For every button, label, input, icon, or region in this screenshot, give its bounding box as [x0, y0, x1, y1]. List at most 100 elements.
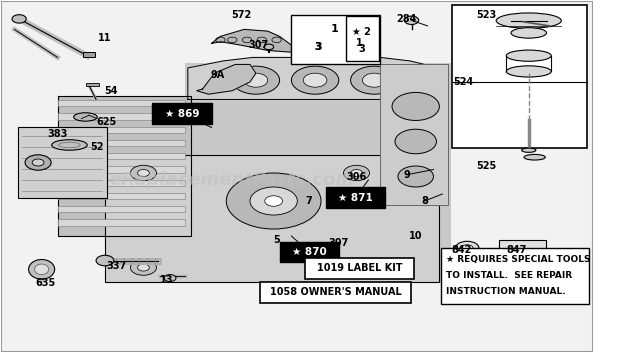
- Text: 337: 337: [107, 261, 127, 271]
- Ellipse shape: [35, 264, 49, 275]
- Bar: [346, 16, 379, 61]
- Circle shape: [343, 165, 370, 181]
- Text: 847: 847: [506, 245, 526, 255]
- Text: ★ 2: ★ 2: [352, 27, 371, 37]
- Text: 306: 306: [347, 172, 366, 181]
- Circle shape: [392, 92, 440, 120]
- Ellipse shape: [496, 13, 561, 28]
- Bar: [498, 240, 546, 258]
- Ellipse shape: [507, 50, 551, 61]
- Text: INSTRUCTION MANUAL.: INSTRUCTION MANUAL.: [446, 287, 566, 296]
- Circle shape: [244, 73, 268, 87]
- Ellipse shape: [507, 66, 551, 77]
- Circle shape: [25, 155, 51, 170]
- Text: 284: 284: [397, 14, 417, 24]
- Circle shape: [12, 15, 26, 23]
- Text: 54: 54: [104, 86, 118, 96]
- Text: 1058 OWNER'S MANUAL: 1058 OWNER'S MANUAL: [270, 287, 402, 297]
- Text: 307: 307: [329, 238, 349, 248]
- Text: TO INSTALL.  SEE REPAIR: TO INSTALL. SEE REPAIR: [446, 271, 573, 280]
- Bar: [105, 155, 440, 282]
- Text: 9: 9: [404, 170, 410, 180]
- Bar: [18, 127, 107, 198]
- Text: 523: 523: [477, 10, 497, 20]
- Circle shape: [226, 173, 321, 229]
- Bar: [441, 248, 588, 304]
- Bar: [58, 193, 185, 199]
- Text: 7: 7: [306, 196, 312, 206]
- Text: 8: 8: [421, 196, 428, 206]
- Bar: [58, 166, 185, 173]
- Text: 52: 52: [91, 142, 104, 152]
- Bar: [291, 16, 380, 65]
- Circle shape: [250, 187, 298, 215]
- Text: 3: 3: [315, 42, 321, 52]
- Text: 11: 11: [98, 33, 112, 43]
- Text: 625: 625: [97, 117, 117, 127]
- Bar: [280, 242, 339, 262]
- Circle shape: [164, 275, 176, 282]
- Circle shape: [138, 264, 149, 271]
- Circle shape: [291, 66, 339, 94]
- Circle shape: [350, 264, 363, 271]
- Ellipse shape: [51, 140, 87, 150]
- Circle shape: [404, 16, 418, 24]
- Text: 842: 842: [452, 245, 472, 255]
- Circle shape: [96, 255, 114, 266]
- Text: 572: 572: [231, 10, 251, 20]
- Circle shape: [130, 260, 156, 275]
- Circle shape: [395, 129, 436, 154]
- Polygon shape: [211, 29, 291, 52]
- Circle shape: [461, 245, 473, 252]
- Text: eReplacementParts.com: eReplacementParts.com: [110, 171, 355, 189]
- Circle shape: [398, 166, 433, 187]
- Circle shape: [343, 260, 370, 275]
- Bar: [58, 153, 185, 159]
- Circle shape: [265, 196, 283, 206]
- Bar: [305, 258, 414, 279]
- Text: 10: 10: [409, 231, 422, 241]
- Ellipse shape: [74, 113, 97, 121]
- Circle shape: [363, 73, 386, 87]
- Text: 3: 3: [314, 42, 322, 52]
- Circle shape: [264, 44, 273, 50]
- Bar: [153, 103, 211, 124]
- Text: 383: 383: [48, 130, 68, 139]
- Bar: [58, 180, 185, 186]
- Text: 307: 307: [249, 40, 269, 50]
- Text: 1: 1: [356, 38, 363, 48]
- Bar: [58, 219, 185, 226]
- Circle shape: [455, 241, 479, 255]
- Circle shape: [32, 159, 44, 166]
- Polygon shape: [197, 65, 256, 94]
- Text: ★ REQUIRES SPECIAL TOOLS: ★ REQUIRES SPECIAL TOOLS: [446, 255, 591, 264]
- Bar: [380, 65, 448, 204]
- Bar: [453, 5, 587, 149]
- Bar: [326, 187, 385, 208]
- Text: 5: 5: [273, 234, 280, 245]
- Bar: [260, 282, 411, 303]
- Circle shape: [350, 66, 398, 94]
- Bar: [58, 113, 185, 120]
- Bar: [58, 96, 191, 236]
- Circle shape: [303, 73, 327, 87]
- Polygon shape: [188, 58, 440, 100]
- Bar: [58, 206, 185, 212]
- Ellipse shape: [29, 259, 55, 279]
- Text: 635: 635: [36, 278, 56, 288]
- Circle shape: [130, 165, 156, 181]
- Text: 1019 LABEL KIT: 1019 LABEL KIT: [317, 263, 402, 273]
- Bar: [185, 63, 451, 283]
- Text: ★ 869: ★ 869: [165, 108, 199, 119]
- Text: 524: 524: [453, 77, 473, 87]
- Text: 3: 3: [358, 44, 365, 54]
- Ellipse shape: [511, 28, 546, 38]
- Text: 525: 525: [477, 161, 497, 171]
- Bar: [86, 83, 99, 86]
- Circle shape: [350, 169, 363, 176]
- Text: 13: 13: [161, 275, 174, 285]
- Circle shape: [138, 169, 149, 176]
- Bar: [58, 140, 185, 146]
- Bar: [58, 127, 185, 133]
- Bar: [58, 100, 185, 107]
